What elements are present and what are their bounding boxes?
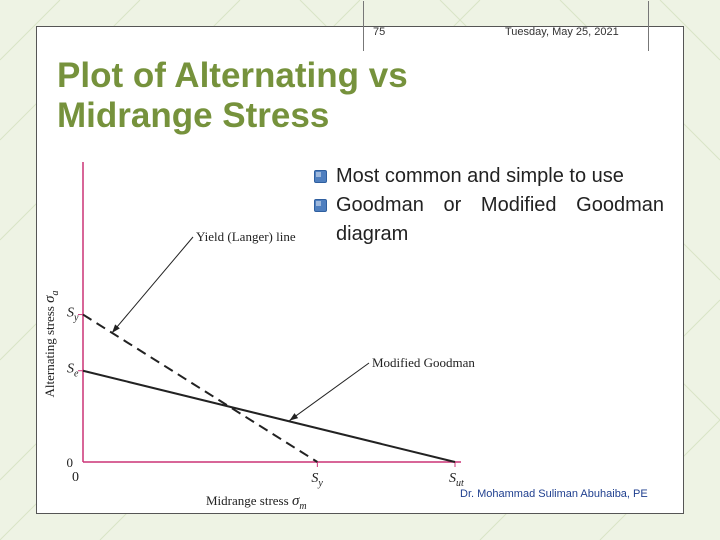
bullet-item: Most common and simple to use — [312, 162, 664, 191]
x-axis-title: Midrange stress σm — [206, 493, 307, 512]
square-bullet-icon — [314, 199, 327, 212]
footer-author: Dr. Mohammad Suliman Abuhaiba, PE — [460, 488, 648, 500]
origin-label: 0 — [72, 470, 79, 485]
modified-goodman-line — [82, 369, 456, 463]
y-tick-label: Sy — [67, 306, 79, 324]
bullet-item: Goodman or Modified Goodman diagram — [312, 191, 664, 249]
bullet-text: Most common and simple to use — [336, 165, 624, 187]
annotation-arrowhead — [112, 324, 120, 333]
y-tick-label: Se — [67, 362, 79, 380]
annotation-arrowhead — [289, 413, 299, 421]
goodman-diagram: 00 Sy Sut Sy Se Yield (Langer) line Modified G… — [42, 162, 476, 512]
slide-title: Plot of Alternating vs Midrange Stress — [57, 56, 408, 135]
yield-line-annotation: Yield (Langer) line — [196, 229, 296, 244]
bullet-list: Most common and simple to use Goodman or… — [312, 162, 664, 249]
header-divider-left — [363, 1, 364, 51]
x-tick-label: Sy — [311, 471, 323, 489]
bullet-text: Goodman or Modified Goodman diagram — [336, 194, 664, 245]
yield-langer-line — [82, 313, 318, 463]
slide-number: 75 — [373, 26, 386, 38]
header-divider-right — [648, 1, 649, 51]
annotation-arrow — [111, 236, 194, 334]
goodman-line-annotation: Modified Goodman line — [372, 355, 476, 370]
slide-date: Tuesday, May 25, 2021 — [505, 26, 619, 38]
square-bullet-icon — [314, 170, 327, 183]
annotation-arrow — [289, 362, 370, 421]
y-origin-label: 0 — [67, 455, 74, 470]
y-axis-title: Alternating stress σa — [42, 291, 61, 398]
slide-frame — [36, 1, 684, 514]
x-tick-label: Sut — [449, 471, 464, 489]
